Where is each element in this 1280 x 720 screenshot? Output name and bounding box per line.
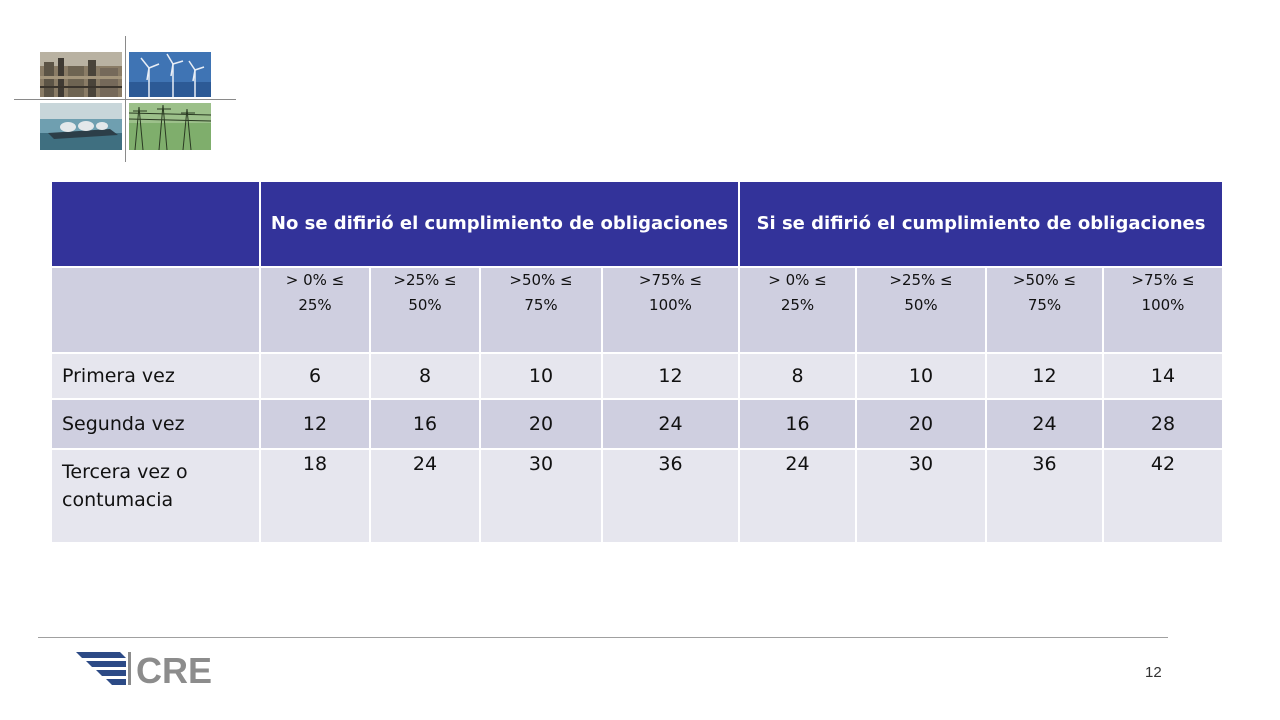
range-header: >75% ≤ 100% bbox=[601, 266, 740, 354]
table-cell: 42 bbox=[1101, 448, 1225, 544]
range-header: > 0% ≤ 25% bbox=[259, 266, 371, 354]
table-cell: 14 bbox=[1101, 352, 1225, 400]
table-cell: 24 bbox=[601, 398, 740, 450]
fine-percentage-table: No se difirió el cumplimiento de obligac… bbox=[50, 180, 1225, 544]
cre-logo: CRE bbox=[76, 650, 238, 694]
range-header: >50% ≤ 75% bbox=[479, 266, 603, 354]
range-header: >25% ≤ 50% bbox=[855, 266, 987, 354]
header-corner-cell bbox=[50, 180, 261, 268]
range-header-row: > 0% ≤ 25% >25% ≤ 50% >50% ≤ 75% >75% ≤ … bbox=[50, 266, 1225, 354]
table-cell: 16 bbox=[738, 398, 857, 450]
table-cell: 10 bbox=[479, 352, 603, 400]
table-cell: 20 bbox=[855, 398, 987, 450]
group-header-deferred: Si se difirió el cumplimiento de obligac… bbox=[737, 180, 1225, 268]
table-cell: 30 bbox=[855, 448, 987, 544]
table-cell: 12 bbox=[601, 352, 740, 400]
table-row: Primera vez 6 8 10 12 8 10 12 14 bbox=[50, 352, 1225, 400]
lng-ship-photo bbox=[40, 103, 122, 150]
table-row: Tercera vez o contumacia 18 24 30 36 24 … bbox=[50, 448, 1225, 544]
table-cell: 12 bbox=[985, 352, 1104, 400]
table-cell: 8 bbox=[369, 352, 481, 400]
table-cell: 12 bbox=[259, 398, 371, 450]
table-cell: 6 bbox=[259, 352, 371, 400]
table-cell: 18 bbox=[259, 448, 371, 544]
page-number: 12 bbox=[1145, 664, 1162, 681]
table-cell: 28 bbox=[1101, 398, 1225, 450]
table-cell: 24 bbox=[369, 448, 481, 544]
table-cell: 8 bbox=[738, 352, 857, 400]
wind-turbines-photo bbox=[129, 52, 211, 97]
group-header-not-deferred: No se difirió el cumplimiento de obligac… bbox=[259, 180, 740, 268]
row-label: Primera vez bbox=[50, 352, 261, 400]
table-cell: 36 bbox=[985, 448, 1104, 544]
footer-rule bbox=[38, 637, 1168, 638]
group-header-row: No se difirió el cumplimiento de obligac… bbox=[50, 180, 1225, 268]
logo-text: CRE bbox=[136, 650, 212, 690]
range-header: >75% ≤ 100% bbox=[1101, 266, 1225, 354]
range-header: >25% ≤ 50% bbox=[369, 266, 481, 354]
table-cell: 30 bbox=[479, 448, 603, 544]
row-label: Tercera vez o contumacia bbox=[50, 448, 261, 544]
industrial-plant-photo bbox=[40, 52, 122, 97]
row-label: Segunda vez bbox=[50, 398, 261, 450]
table-cell: 16 bbox=[369, 398, 481, 450]
table-cell: 20 bbox=[479, 398, 603, 450]
table-cell: 10 bbox=[855, 352, 987, 400]
range-header-corner bbox=[50, 266, 261, 354]
table-cell: 24 bbox=[738, 448, 857, 544]
table-cell: 24 bbox=[985, 398, 1104, 450]
table-cell: 36 bbox=[601, 448, 740, 544]
collage-vertical-rule bbox=[125, 36, 126, 162]
table-row: Segunda vez 12 16 20 24 16 20 24 28 bbox=[50, 398, 1225, 450]
range-header: >50% ≤ 75% bbox=[985, 266, 1104, 354]
range-header: > 0% ≤ 25% bbox=[738, 266, 857, 354]
power-lines-photo bbox=[129, 103, 211, 150]
header-photo-collage bbox=[14, 36, 238, 162]
